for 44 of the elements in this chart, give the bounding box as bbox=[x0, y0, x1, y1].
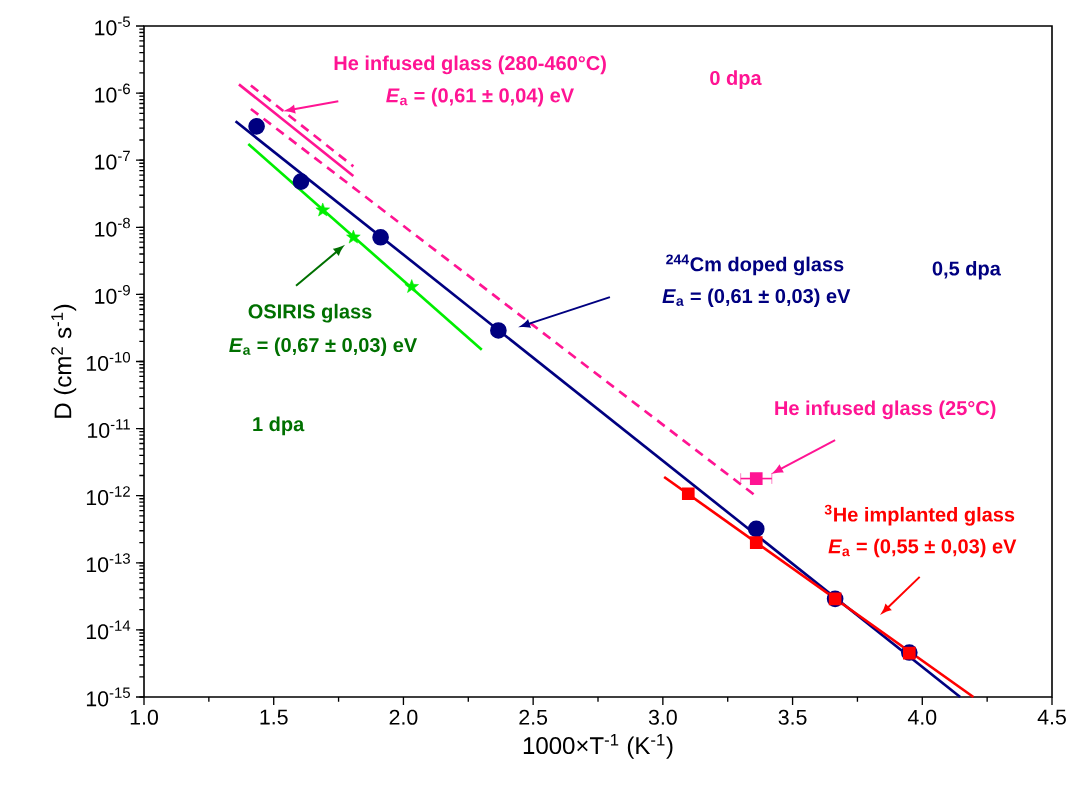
x-tick-label: 3.5 bbox=[778, 709, 807, 725]
point bbox=[372, 228, 389, 246]
annotation: E$_{a}$ = (0,61 ± 0,04) eV bbox=[386, 87, 574, 107]
y-tick-label: 10$^{-11}$ bbox=[88, 419, 130, 439]
point bbox=[490, 322, 507, 339]
y-axis-title: D (cm$^{2}$ s$^{-1}$) bbox=[51, 304, 77, 418]
y-tick-label: 10$^{-7}$ bbox=[95, 150, 130, 170]
x-tick-label: 3.0 bbox=[648, 709, 677, 725]
annotation: 0 dpa bbox=[710, 70, 762, 89]
point bbox=[749, 536, 763, 549]
y-tick-label: 10$^{-5}$ bbox=[95, 16, 130, 36]
point bbox=[404, 279, 419, 293]
annotation: E$_{a}$ = (0,55 ± 0,03) eV bbox=[828, 538, 1017, 558]
point bbox=[248, 117, 265, 135]
point bbox=[346, 229, 361, 244]
annotation: 1 dpa bbox=[253, 416, 305, 436]
point bbox=[681, 487, 695, 501]
y-tick-label: 10$^{-9}$ bbox=[95, 284, 130, 304]
x-tick-label: 4.0 bbox=[907, 709, 937, 725]
y-tick-label: 10$^{-13}$ bbox=[86, 553, 130, 573]
annotation: He infused glass (25°C) bbox=[775, 400, 996, 420]
y-tick-label: 10$^{-12}$ bbox=[86, 486, 130, 506]
point bbox=[315, 202, 330, 217]
annotation: He infused glass (280-460°C) bbox=[334, 55, 606, 75]
x-tick-label: 1.5 bbox=[260, 709, 288, 725]
annotation: E$_{a}$ = (0,61 ± 0,03) eV bbox=[662, 288, 851, 308]
x-tick-label: 1.0 bbox=[130, 709, 158, 725]
annotation: $^{244}$Cm doped glass bbox=[666, 254, 844, 276]
y-tick-label: 10$^{-10}$ bbox=[86, 351, 131, 371]
annotation: $^{3}$He implanted glass bbox=[824, 504, 1015, 526]
y-tick-label: 10$^{-6}$ bbox=[95, 83, 130, 103]
x-tick-label: 4.5 bbox=[1037, 709, 1066, 725]
x-axis-title: 1000×T$^{-1}$ (K$^{-1}$) bbox=[523, 733, 673, 759]
x-tick-label: 2.5 bbox=[519, 709, 548, 725]
point bbox=[747, 520, 765, 538]
y-tick-label: 10$^{-14}$ bbox=[86, 620, 131, 640]
y-tick-label: 10$^{-8}$ bbox=[95, 217, 130, 237]
y-tick-label: 10$^{-15}$ bbox=[86, 687, 130, 707]
x-tick-label: 2.0 bbox=[389, 709, 418, 725]
annotation: 0,5 dpa bbox=[932, 260, 1001, 280]
annotation: E$_{a}$ = (0,67 ± 0,03) eV bbox=[229, 337, 418, 357]
point bbox=[292, 173, 310, 190]
annotation: OSIRIS glass bbox=[248, 303, 372, 323]
point bbox=[749, 472, 763, 485]
